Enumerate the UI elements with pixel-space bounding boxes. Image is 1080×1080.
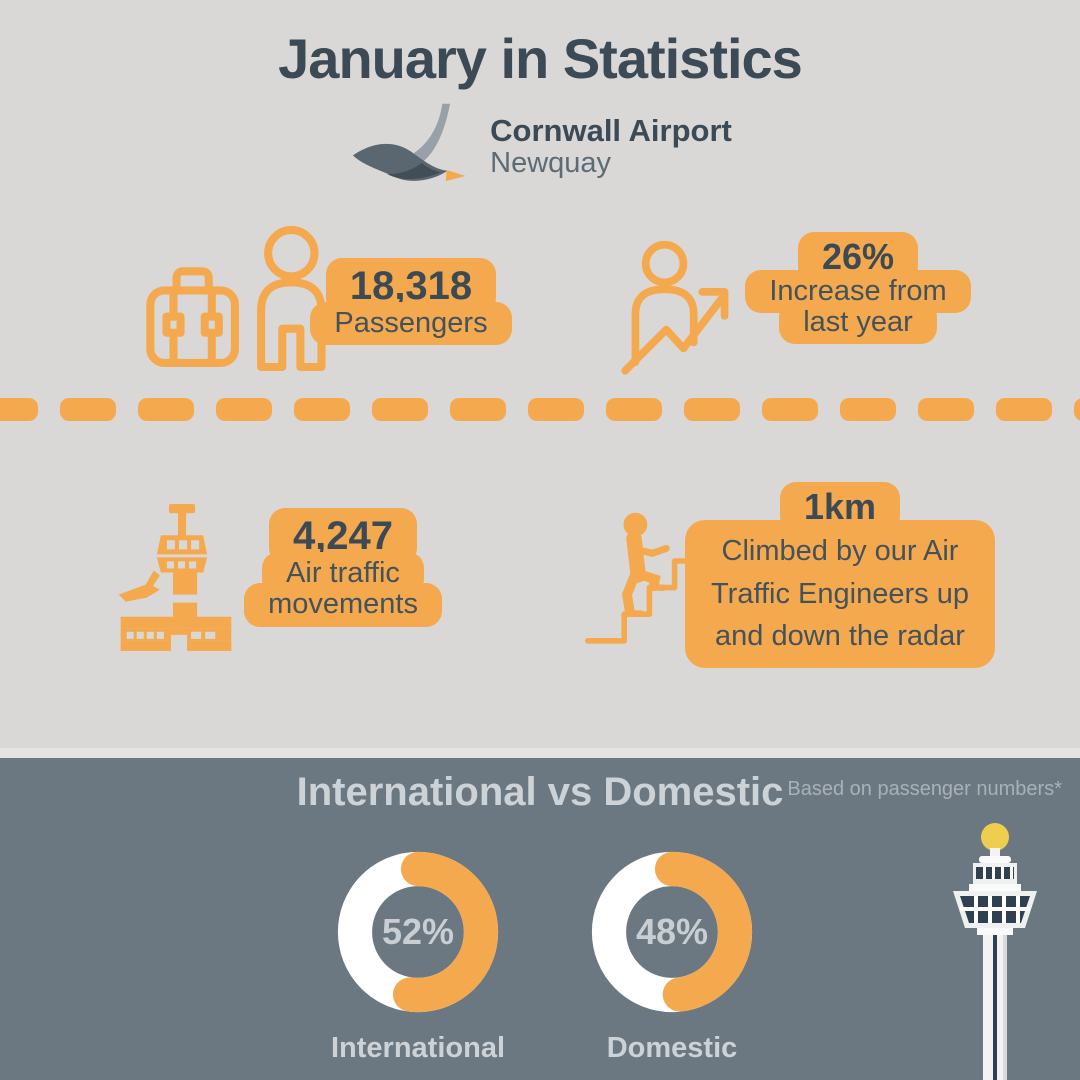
divider-dash: [294, 398, 350, 421]
divider-dash: [450, 398, 506, 421]
donut-center-label: 48%: [635, 911, 709, 952]
divider-dash: [996, 398, 1052, 421]
stat-passengers-badge: 18,318 Passengers: [310, 258, 512, 346]
stat-line-pill: Passengers: [310, 302, 512, 346]
stat-line: and down the radar: [715, 620, 965, 653]
airport-logo: Cornwall Airport Newquay: [0, 102, 1080, 193]
stat-line: movements: [268, 588, 418, 621]
stat-increase-badge: 26% Increase from last year: [745, 232, 971, 345]
divider-dash: [0, 398, 38, 421]
divider-dash: [138, 398, 194, 421]
divider-dash: [216, 398, 272, 421]
stat-radar-badge: 1km Climbed by our Air Traffic Engineers…: [685, 482, 995, 669]
logo-subname: Newquay: [490, 146, 612, 179]
donut-center-label: 52%: [381, 911, 455, 952]
donut-ring-value: [591, 851, 753, 1013]
divider-dash: [60, 398, 116, 421]
stat-line-pill: movements: [244, 583, 442, 627]
airport-tower-illustration: [933, 820, 1057, 1080]
divider-dash: [528, 398, 584, 421]
stat-line-pill: last year: [779, 300, 937, 345]
stat-lines-pill: Climbed by our Air Traffic Engineers up …: [685, 519, 995, 669]
international-domestic-section: International vs Domestic Based on passe…: [0, 758, 1080, 1080]
stat-line: Traffic Engineers up: [711, 577, 969, 610]
stat-line: Passengers: [334, 307, 488, 339]
donut-label-international: International: [330, 1032, 505, 1064]
stat-line: last year: [803, 305, 913, 338]
donut-chart-international: 52%: [328, 842, 508, 1022]
divider-dash: [918, 398, 974, 421]
divider-dash: [372, 398, 428, 421]
stat-movements-badge: 4,247 Air traffic movements: [244, 508, 442, 627]
section-note: Based on passenger numbers*: [787, 778, 1062, 800]
logo-text: Cornwall Airport Newquay: [490, 115, 732, 179]
stat-value: 18,318: [349, 264, 473, 308]
divider-dash: [840, 398, 896, 421]
donut-ring-value: [337, 851, 499, 1013]
section-heading: International vs Domestic: [296, 770, 784, 814]
passenger-luggage-icon: [140, 226, 352, 377]
stat-line: Climbed by our Air: [721, 534, 959, 567]
section-divider-strip: [0, 748, 1080, 758]
stairs-climb-icon: [585, 500, 711, 655]
divider-dash: [1074, 398, 1080, 421]
donut-chart-domestic: 48%: [582, 842, 762, 1022]
dashed-divider: [0, 398, 1080, 421]
divider-dash: [684, 398, 740, 421]
control-tower-plane-icon: [118, 496, 240, 667]
stat-value: 4,247: [292, 514, 394, 558]
stat-value-pill: 4,247: [268, 508, 418, 564]
page-title: January in Statistics: [278, 27, 803, 90]
divider-dash: [762, 398, 818, 421]
bird-logo-icon: [348, 102, 480, 193]
logo-name: Cornwall Airport: [490, 113, 732, 149]
donut-label-domestic: Domestic: [606, 1032, 738, 1064]
divider-dash: [606, 398, 662, 421]
person-growth-arrow-icon: [620, 235, 770, 382]
